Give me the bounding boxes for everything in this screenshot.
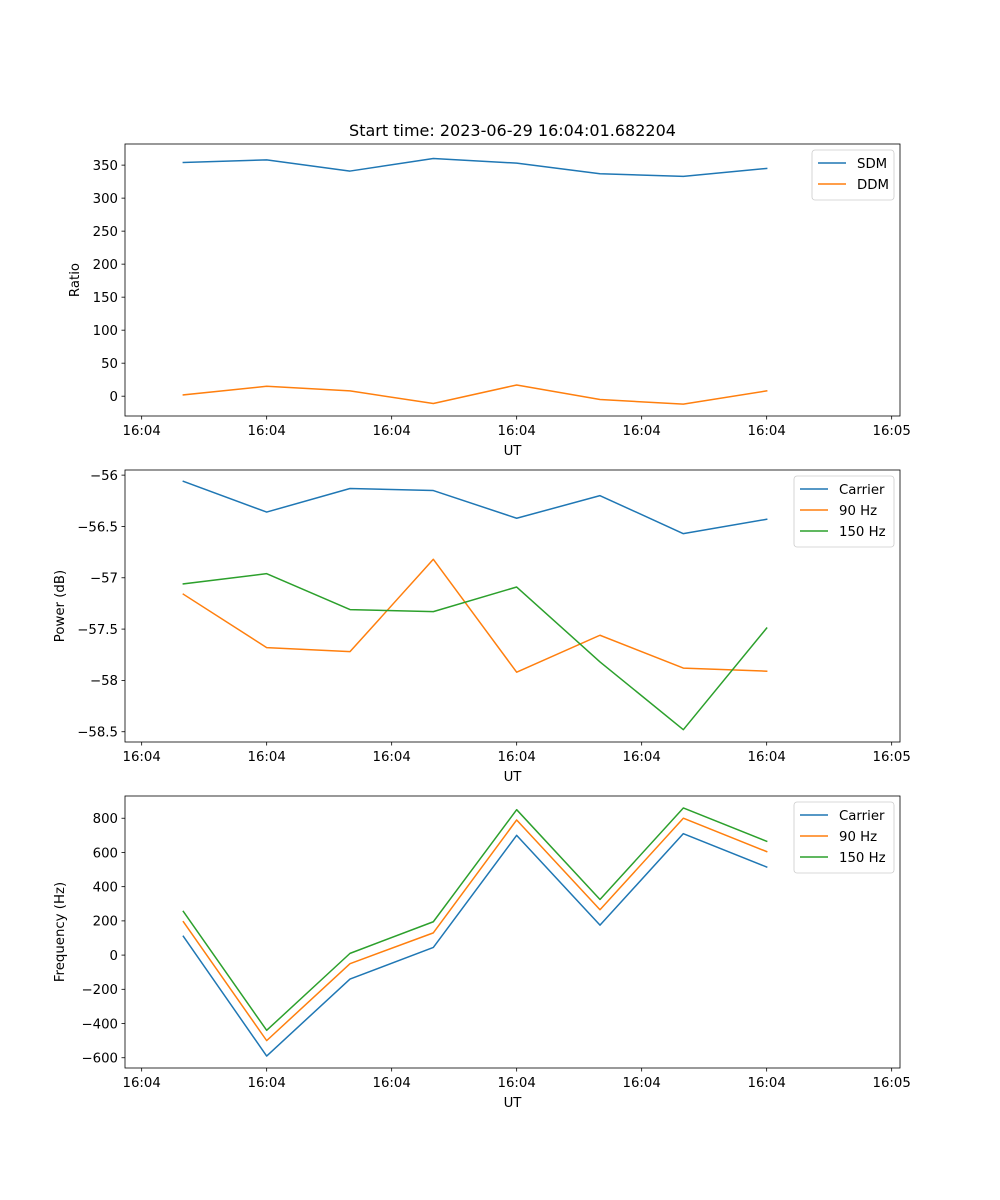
legend-label: 90 Hz [839,504,877,519]
x-tick-label: 16:04 [498,1076,536,1091]
y-tick-label: 0 [110,390,118,405]
y-tick-label: 150 [93,291,118,306]
axes-frame [124,143,901,417]
y-tick-label: −58 [90,674,118,689]
series-line-150-hz [182,572,768,731]
x-tick-label: 16:04 [623,750,661,765]
x-axis-label: UT [504,1096,523,1111]
legend: SDM DDM [811,149,895,201]
y-tick-label: 350 [93,159,118,174]
x-tick-label: 16:04 [123,750,161,765]
axes-frame [124,469,901,743]
series-line-ddm [182,384,768,405]
series-line-carrier [182,832,768,1057]
x-tick-label: 16:04 [498,424,536,439]
series-line-90-hz [182,817,768,1042]
x-tick-label: 16:04 [123,1076,161,1091]
legend-box [793,475,895,548]
series-line-carrier [182,480,768,535]
y-tick-label: 250 [93,225,118,240]
series-line-150-hz [182,807,768,1032]
x-tick-label: 16:05 [873,750,911,765]
chart-panel-2: 16:04 16:04 16:04 16:04 16:04 16:04 16:05 −58.5… [53,469,911,785]
x-axis-label: UT [504,770,523,785]
legend: Carrier 90 Hz 150 Hz [793,801,895,874]
y-axis-label: Ratio [68,263,83,297]
y-tick-label: −57.5 [77,623,118,638]
panels: 16:04 16:04 16:04 16:04 16:04 16:04 16:05 0 50 10… [53,143,911,1111]
axes-frame [124,795,901,1069]
y-tick-label: 0 [110,949,118,964]
y-tick-label: 400 [93,880,118,895]
x-tick-label: 16:04 [373,750,411,765]
y-tick-label: −200 [81,983,118,998]
x-tick-label: 16:04 [748,424,786,439]
y-tick-label: −58.5 [77,726,118,741]
x-tick-label: 16:05 [873,424,911,439]
legend-label: Carrier [839,809,885,824]
y-tick-label: −600 [81,1052,118,1067]
x-tick-label: 16:04 [373,424,411,439]
legend: Carrier 90 Hz 150 Hz [793,475,895,548]
x-tick-label: 16:04 [373,1076,411,1091]
legend-label: 90 Hz [839,830,877,845]
legend-label: SDM [857,157,887,172]
y-tick-label: 800 [93,812,118,827]
legend-box [793,801,895,874]
y-axis-label: Frequency (Hz) [53,882,68,982]
y-tick-label: 200 [93,258,118,273]
y-tick-label: 50 [101,357,118,372]
legend-label: DDM [857,178,889,193]
x-tick-label: 16:04 [748,1076,786,1091]
x-tick-label: 16:04 [248,1076,286,1091]
legend-label: 150 Hz [839,851,886,866]
x-tick-label: 16:04 [623,424,661,439]
series-line-90-hz [182,558,768,673]
x-axis-label: UT [504,444,523,459]
x-tick-label: 16:04 [748,750,786,765]
x-tick-label: 16:05 [873,1076,911,1091]
legend-label: Carrier [839,483,885,498]
y-tick-label: −57 [90,572,118,587]
y-tick-label: 300 [93,192,118,207]
y-axis-label: Power (dB) [53,570,68,642]
x-tick-label: 16:04 [123,424,161,439]
series-line-sdm [182,157,768,178]
y-tick-label: 200 [93,915,118,930]
y-tick-label: 100 [93,324,118,339]
y-tick-label: −56.5 [77,520,118,535]
chart-panel-1: 16:04 16:04 16:04 16:04 16:04 16:04 16:05 0 50 10… [68,143,911,459]
y-tick-label: 600 [93,846,118,861]
x-tick-label: 16:04 [248,424,286,439]
chart-panel-3: 16:04 16:04 16:04 16:04 16:04 16:04 16:05 −600 −… [53,795,911,1111]
y-tick-label: −56 [90,469,118,484]
x-tick-label: 16:04 [623,1076,661,1091]
y-tick-label: −400 [81,1017,118,1032]
x-tick-label: 16:04 [248,750,286,765]
legend-label: 150 Hz [839,525,886,540]
x-tick-label: 16:04 [498,750,536,765]
figure-title: Start time: 2023-06-29 16:04:01.682204 [349,121,676,140]
